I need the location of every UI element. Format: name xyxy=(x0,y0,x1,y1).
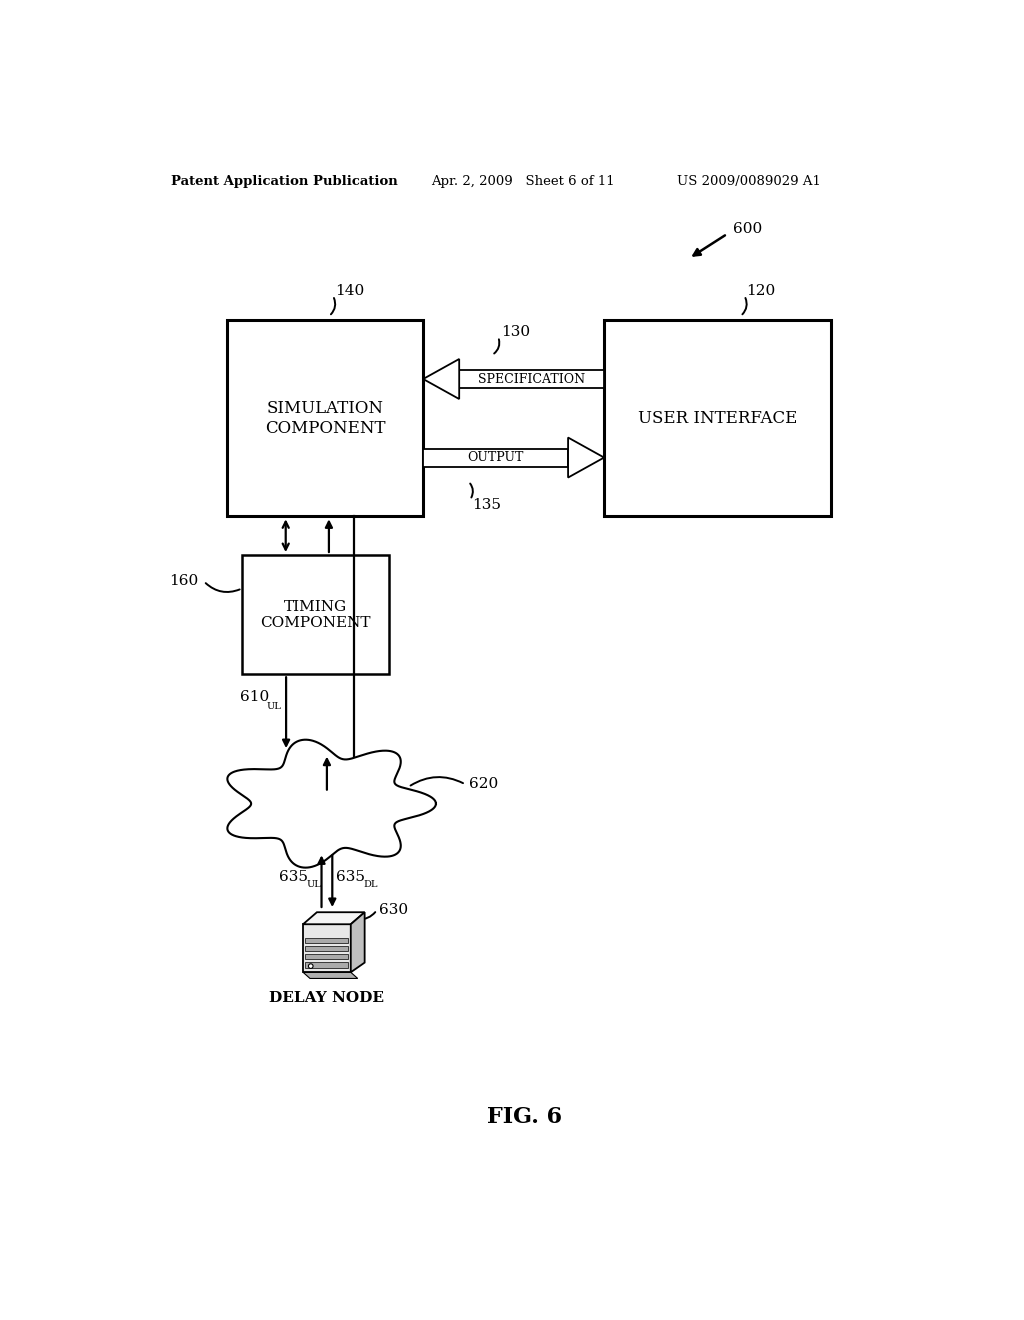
Bar xyxy=(305,937,348,942)
Text: UL: UL xyxy=(306,879,321,888)
Bar xyxy=(243,554,388,675)
Text: 610: 610 xyxy=(240,690,269,705)
Bar xyxy=(305,962,348,968)
Text: 120: 120 xyxy=(746,284,776,298)
Text: 160: 160 xyxy=(169,574,199,589)
Text: Patent Application Publication: Patent Application Publication xyxy=(171,176,397,187)
Text: Apr. 2, 2009   Sheet 6 of 11: Apr. 2, 2009 Sheet 6 of 11 xyxy=(431,176,614,187)
Text: 130: 130 xyxy=(501,325,530,339)
Bar xyxy=(305,954,348,960)
Text: 620: 620 xyxy=(469,777,499,792)
Bar xyxy=(305,945,348,952)
Polygon shape xyxy=(303,973,357,978)
Text: COMMUNICATION
FRAMEWORK: COMMUNICATION FRAMEWORK xyxy=(261,789,393,817)
Text: TIMING
COMPONENT: TIMING COMPONENT xyxy=(260,599,371,630)
Bar xyxy=(604,321,831,516)
Bar xyxy=(459,370,604,388)
Text: 635: 635 xyxy=(336,870,366,884)
Text: US 2009/0089029 A1: US 2009/0089029 A1 xyxy=(677,176,821,187)
Text: 140: 140 xyxy=(335,284,365,298)
Text: UL: UL xyxy=(266,702,281,711)
Text: 600: 600 xyxy=(733,222,762,236)
Text: 635: 635 xyxy=(280,870,308,884)
Text: 630: 630 xyxy=(379,903,408,917)
Polygon shape xyxy=(351,912,365,973)
Text: USER INTERFACE: USER INTERFACE xyxy=(638,409,798,426)
Text: 135: 135 xyxy=(472,498,501,512)
Bar xyxy=(423,449,568,466)
Polygon shape xyxy=(568,437,604,478)
Text: FIG. 6: FIG. 6 xyxy=(487,1106,562,1129)
Text: SIMULATION
COMPONENT: SIMULATION COMPONENT xyxy=(265,400,385,437)
Polygon shape xyxy=(303,912,365,924)
Circle shape xyxy=(308,964,313,969)
Text: SPECIFICATION: SPECIFICATION xyxy=(478,372,585,385)
Polygon shape xyxy=(227,739,436,867)
Polygon shape xyxy=(303,924,351,973)
Polygon shape xyxy=(423,359,459,399)
Bar xyxy=(226,321,423,516)
Text: DELAY NODE: DELAY NODE xyxy=(269,991,384,1005)
Text: DL: DL xyxy=(364,879,378,888)
Text: OUTPUT: OUTPUT xyxy=(467,451,524,465)
